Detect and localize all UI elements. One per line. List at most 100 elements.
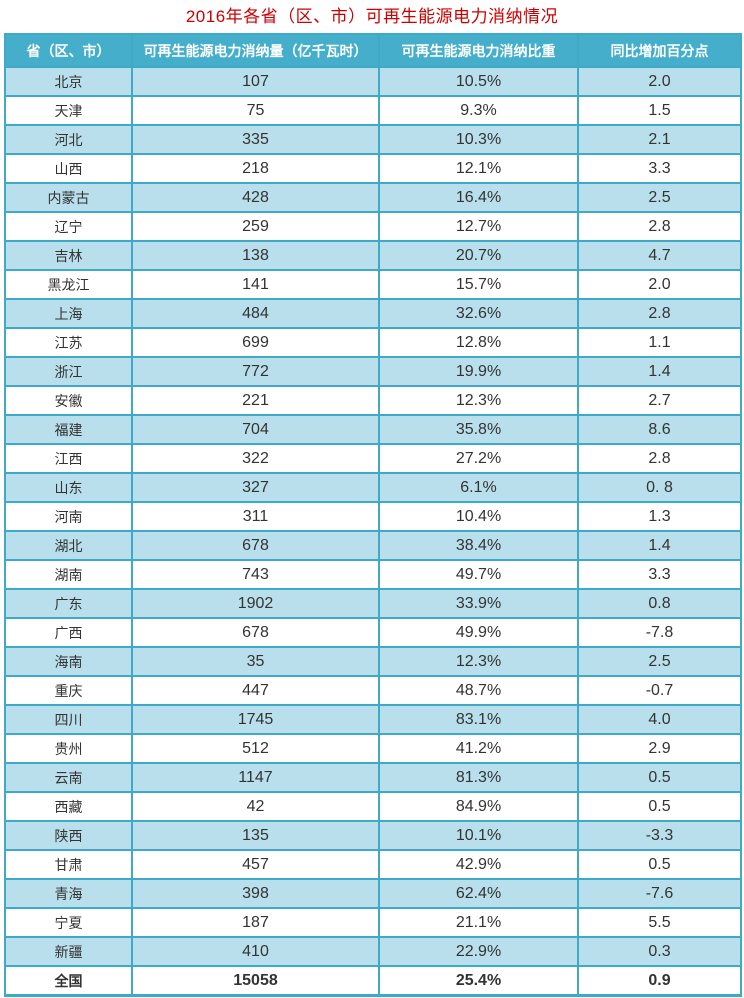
table-row: 江西 322 27.2% 2.8: [4, 443, 742, 474]
table-row: 四川 1745 83.1% 4.0: [4, 704, 742, 735]
header-row: 省（区、市） 可再生能源电力消纳量（亿千瓦时） 可再生能源电力消纳比重 同比增加…: [4, 33, 742, 68]
cell-change: 2.7: [577, 385, 742, 416]
cell-consumption: 1745: [131, 704, 380, 735]
table-row: 上海 484 32.6% 2.8: [4, 298, 742, 329]
cell-consumption: 428: [131, 182, 380, 213]
table-row: 广东 1902 33.9% 0.8: [4, 588, 742, 619]
cell-change: 5.5: [577, 907, 742, 938]
cell-share: 27.2%: [378, 443, 579, 474]
table-row: 湖南 743 49.7% 3.3: [4, 559, 742, 590]
cell-province: 浙江: [4, 356, 133, 387]
cell-share: 48.7%: [378, 675, 579, 706]
cell-province: 安徽: [4, 385, 133, 416]
cell-consumption: 335: [131, 124, 380, 155]
cell-consumption: 138: [131, 240, 380, 271]
cell-share: 84.9%: [378, 791, 579, 822]
table-row: 云南 1147 81.3% 0.5: [4, 762, 742, 793]
cell-consumption: 1902: [131, 588, 380, 619]
table-row: 陕西 135 10.1% -3.3: [4, 820, 742, 851]
cell-province: 新疆: [4, 936, 133, 967]
cell-share: 12.3%: [378, 385, 579, 416]
cell-change: 2.5: [577, 646, 742, 677]
cell-province: 贵州: [4, 733, 133, 764]
cell-change: -7.6: [577, 878, 742, 909]
cell-change: 1.3: [577, 501, 742, 532]
table-body: 北京 107 10.5% 2.0 天津 75 9.3% 1.5 河北 335 1…: [4, 66, 742, 967]
cell-consumption: 322: [131, 443, 380, 474]
cell-change: 2.9: [577, 733, 742, 764]
cell-share: 35.8%: [378, 414, 579, 445]
cell-province: 黑龙江: [4, 269, 133, 300]
cell-change: -7.8: [577, 617, 742, 648]
cell-change: 4.7: [577, 240, 742, 271]
cell-change: 3.3: [577, 153, 742, 184]
cell-change: 0.3: [577, 936, 742, 967]
cell-province: 北京: [4, 66, 133, 97]
table-row: 福建 704 35.8% 8.6: [4, 414, 742, 445]
cell-share: 38.4%: [378, 530, 579, 561]
cell-consumption: 327: [131, 472, 380, 503]
table-header: 省（区、市） 可再生能源电力消纳量（亿千瓦时） 可再生能源电力消纳比重 同比增加…: [4, 33, 742, 68]
cell-change: 0. 8: [577, 472, 742, 503]
cell-consumption: 484: [131, 298, 380, 329]
table-row: 重庆 447 48.7% -0.7: [4, 675, 742, 706]
table-row: 江苏 699 12.8% 1.1: [4, 327, 742, 358]
cell-share: 62.4%: [378, 878, 579, 909]
cell-consumption: 311: [131, 501, 380, 532]
cell-share: 10.4%: [378, 501, 579, 532]
total-cell-consumption: 15058: [131, 965, 380, 997]
cell-province: 重庆: [4, 675, 133, 706]
cell-province: 湖南: [4, 559, 133, 590]
cell-consumption: 743: [131, 559, 380, 590]
cell-consumption: 398: [131, 878, 380, 909]
cell-consumption: 512: [131, 733, 380, 764]
cell-share: 81.3%: [378, 762, 579, 793]
cell-share: 49.7%: [378, 559, 579, 590]
cell-consumption: 772: [131, 356, 380, 387]
table-row: 安徽 221 12.3% 2.7: [4, 385, 742, 416]
cell-province: 内蒙古: [4, 182, 133, 213]
cell-change: 0.5: [577, 791, 742, 822]
cell-share: 10.3%: [378, 124, 579, 155]
table-row: 海南 35 12.3% 2.5: [4, 646, 742, 677]
table-row: 黑龙江 141 15.7% 2.0: [4, 269, 742, 300]
table-row: 贵州 512 41.2% 2.9: [4, 733, 742, 764]
cell-consumption: 457: [131, 849, 380, 880]
cell-province: 陕西: [4, 820, 133, 851]
cell-province: 云南: [4, 762, 133, 793]
cell-province: 江西: [4, 443, 133, 474]
table-row: 浙江 772 19.9% 1.4: [4, 356, 742, 387]
cell-change: 2.8: [577, 298, 742, 329]
cell-share: 41.2%: [378, 733, 579, 764]
cell-province: 河南: [4, 501, 133, 532]
table-row: 河北 335 10.3% 2.1: [4, 124, 742, 155]
cell-share: 15.7%: [378, 269, 579, 300]
cell-province: 青海: [4, 878, 133, 909]
cell-consumption: 1147: [131, 762, 380, 793]
cell-province: 山西: [4, 153, 133, 184]
page-title: 2016年各省（区、市）可再生能源电力消纳情况: [185, 7, 559, 26]
cell-change: 1.5: [577, 95, 742, 126]
cell-province: 湖北: [4, 530, 133, 561]
cell-change: 1.4: [577, 530, 742, 561]
cell-change: 1.1: [577, 327, 742, 358]
cell-change: 2.0: [577, 269, 742, 300]
cell-consumption: 678: [131, 617, 380, 648]
cell-province: 河北: [4, 124, 133, 155]
cell-consumption: 699: [131, 327, 380, 358]
cell-consumption: 678: [131, 530, 380, 561]
cell-share: 12.1%: [378, 153, 579, 184]
cell-share: 21.1%: [378, 907, 579, 938]
table-row: 广西 678 49.9% -7.8: [4, 617, 742, 648]
cell-change: 0.5: [577, 762, 742, 793]
cell-province: 天津: [4, 95, 133, 126]
cell-change: 4.0: [577, 704, 742, 735]
column-header-change: 同比增加百分点: [577, 33, 742, 68]
cell-consumption: 218: [131, 153, 380, 184]
table-row: 河南 311 10.4% 1.3: [4, 501, 742, 532]
table-row: 宁夏 187 21.1% 5.5: [4, 907, 742, 938]
cell-consumption: 259: [131, 211, 380, 242]
table-row: 西藏 42 84.9% 0.5: [4, 791, 742, 822]
table-row: 新疆 410 22.9% 0.3: [4, 936, 742, 967]
cell-consumption: 42: [131, 791, 380, 822]
